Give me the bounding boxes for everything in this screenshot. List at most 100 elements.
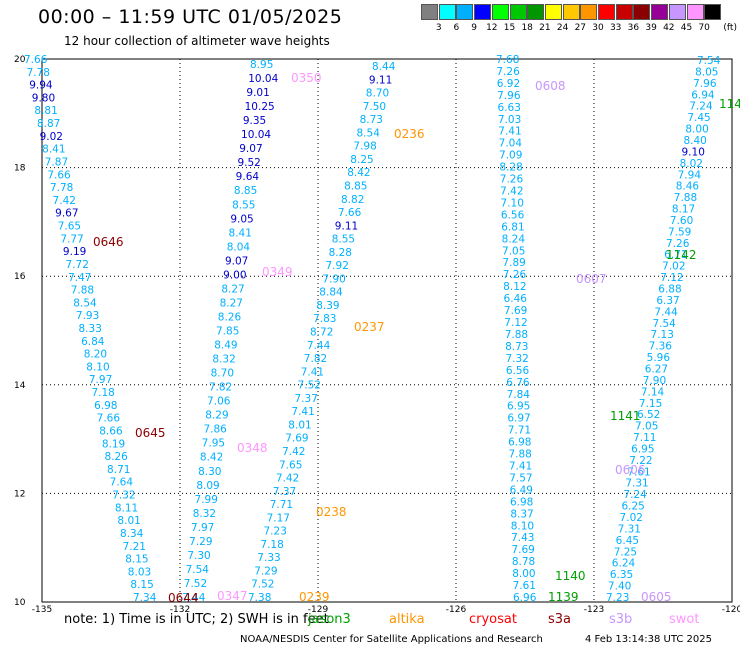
wave-height-value: 8.37	[510, 508, 533, 520]
wave-height-value: 9.07	[225, 255, 248, 267]
wave-height-value: 7.04	[499, 138, 523, 150]
wave-height-value: 7.31	[625, 478, 648, 490]
wave-height-value: 7.86	[203, 424, 227, 436]
wave-height-value: 7.40	[608, 581, 631, 593]
wave-height-value: 7.68	[496, 54, 519, 66]
wave-height-value: 7.24	[623, 489, 647, 501]
wave-height-value: 6.37	[656, 295, 679, 307]
wave-height-value: 7.12	[660, 272, 683, 284]
legend-label: 27	[574, 23, 587, 33]
wave-height-value: 8.04	[227, 241, 251, 253]
wave-height-value: 7.69	[504, 305, 527, 317]
legend-swatch	[544, 4, 562, 20]
wave-height-value: 7.02	[620, 512, 643, 524]
grid-lines	[42, 59, 732, 602]
wave-height-value: 8.84	[319, 287, 343, 299]
wave-height-value: 7.90	[643, 375, 666, 387]
wave-height-value: 7.65	[279, 459, 302, 471]
wave-height-value: 7.38	[248, 592, 271, 604]
wave-height-value: 7.26	[666, 238, 690, 250]
wave-height-value: 7.42	[276, 473, 299, 485]
wave-height-value: 9.02	[40, 131, 63, 143]
wave-height-value: 8.02	[680, 158, 703, 170]
wave-height-value: 7.87	[45, 156, 68, 168]
wave-height-value: 7.71	[270, 499, 293, 511]
wave-height-value: 7.26	[503, 269, 527, 281]
pass-time-label: 0236	[394, 127, 425, 141]
wave-height-value: 8.82	[341, 194, 364, 206]
legend-swatch	[633, 4, 651, 20]
wave-height-value: 8.66	[99, 425, 123, 437]
wave-height-value: 7.41	[301, 366, 324, 378]
wave-height-value: 6.35	[610, 569, 633, 581]
wave-height-value: 7.09	[499, 150, 522, 162]
wave-height-value: 7.78	[27, 67, 50, 79]
wave-height-value: 7.99	[195, 494, 218, 506]
wave-height-value: 7.41	[509, 460, 532, 472]
wave-height-value: 7.34	[133, 592, 157, 604]
wave-height-value: 6.98	[510, 496, 533, 508]
wave-height-value: 7.23	[264, 526, 287, 538]
wave-height-value: 8.11	[115, 502, 138, 514]
wave-height-value: 8.28	[499, 162, 522, 174]
wave-height-value: 7.32	[505, 353, 528, 365]
wave-height-value: 7.33	[257, 552, 280, 564]
satellite-s3b: s3b	[609, 612, 633, 627]
wave-height-value: 7.66	[47, 169, 71, 181]
legend-label: 24	[556, 23, 569, 33]
wave-height-value: 7.85	[216, 326, 239, 338]
wave-height-value: 7.29	[189, 536, 212, 548]
wave-height-value: 6.46	[504, 293, 528, 305]
wave-height-value: 7.05	[635, 421, 658, 433]
wave-height-value: 7.93	[76, 310, 99, 322]
wave-height-value: 7.26	[500, 174, 524, 186]
wave-height-value: 7.10	[501, 197, 524, 209]
wave-height-value: 8.54	[357, 127, 381, 139]
wave-height-value: 7.92	[326, 260, 349, 272]
legend-swatch	[668, 4, 686, 20]
satellite-altika: altika	[389, 612, 425, 627]
wave-height-value: 8.01	[288, 419, 311, 431]
wave-height-value: 7.06	[207, 396, 231, 408]
wave-height-value: 7.69	[511, 544, 534, 556]
wave-height-value: 7.15	[639, 398, 662, 410]
y-tick-label: 12	[14, 489, 25, 499]
wave-height-value: 7.18	[260, 539, 283, 551]
wave-height-value: 9.80	[32, 92, 55, 104]
wave-height-value: 6.88	[658, 284, 681, 296]
wave-height-value: 8.27	[220, 297, 243, 309]
wave-height-value: 8.30	[198, 466, 221, 478]
wave-height-value: 6.76	[506, 377, 530, 389]
legend-swatch	[651, 4, 669, 20]
wave-height-value: 7.52	[251, 579, 274, 591]
wave-height-value: 9.35	[243, 115, 266, 127]
wave-height-value: 7.94	[678, 169, 702, 181]
pass-time-label: 0237	[354, 320, 385, 334]
satellite-s3a: s3a	[548, 612, 572, 627]
wave-height-value: 7.23	[606, 592, 629, 604]
pass-time-label: 1140	[555, 569, 586, 583]
wave-height-value: 7.02	[662, 261, 685, 273]
wave-height-value: 6.84	[81, 336, 105, 348]
wave-height-value: 6.97	[507, 413, 530, 425]
wave-height-value: 7.97	[89, 374, 112, 386]
wave-height-value: 7.95	[202, 438, 225, 450]
wave-height-value: 8.41	[229, 227, 252, 239]
wave-height-value: 7.30	[187, 550, 210, 562]
wave-height-value: 7.37	[295, 393, 318, 405]
wave-height-value: 6.98	[94, 400, 117, 412]
wave-height-value: 7.60	[670, 215, 693, 227]
legend-label: 9	[471, 23, 477, 33]
wave-height-value: 7.88	[71, 285, 94, 297]
wave-height-value: 7.17	[267, 512, 290, 524]
wave-height-value: 8.10	[511, 520, 534, 532]
wave-height-value: 7.41	[291, 406, 314, 418]
wave-height-value: 7.13	[651, 329, 674, 341]
legend-swatch	[421, 4, 438, 20]
wave-height-value: 7.96	[693, 78, 717, 90]
legend-swatch	[491, 4, 509, 20]
wave-height-value: 8.55	[232, 199, 255, 211]
wave-height-value: 8.44	[372, 61, 396, 73]
map-frame	[41, 58, 733, 603]
wave-height-value: 7.31	[618, 523, 641, 535]
